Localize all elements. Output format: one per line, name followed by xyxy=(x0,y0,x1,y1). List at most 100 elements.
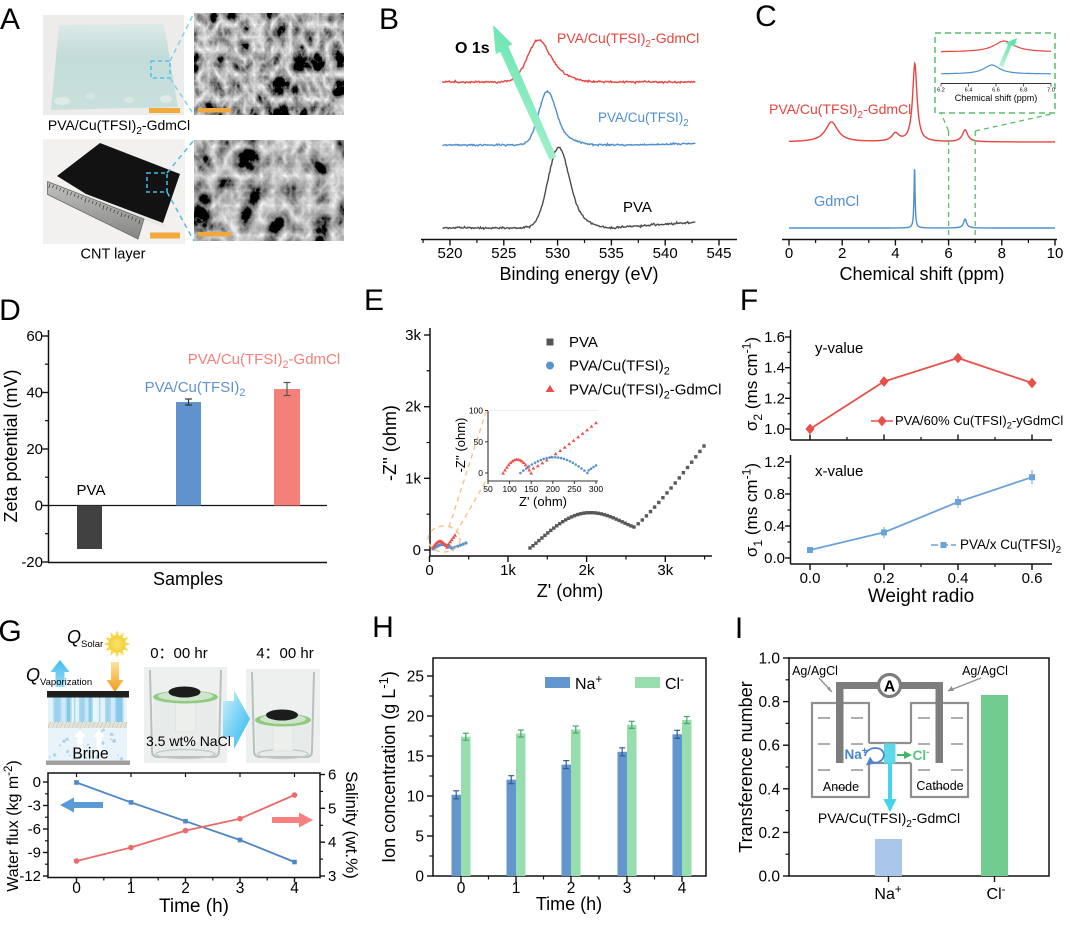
svg-text:H: H xyxy=(372,611,394,644)
svg-text:x-value: x-value xyxy=(815,463,863,480)
svg-text:0: 0 xyxy=(33,774,41,791)
svg-text:20: 20 xyxy=(26,441,43,458)
svg-text:Transference number: Transference number xyxy=(736,681,756,852)
svg-text:3: 3 xyxy=(236,880,245,897)
svg-text:Z' (ohm): Z' (ohm) xyxy=(537,581,603,601)
svg-text:200: 200 xyxy=(546,484,560,494)
svg-text:2k: 2k xyxy=(405,399,421,416)
svg-text:1.0: 1.0 xyxy=(764,421,785,438)
svg-text:-Z'' (ohm): -Z'' (ohm) xyxy=(453,418,468,473)
svg-text:-12: -12 xyxy=(19,868,41,885)
svg-text:Time (h): Time (h) xyxy=(159,896,229,917)
svg-text:Cathode: Cathode xyxy=(916,779,963,793)
svg-text:1.6: 1.6 xyxy=(764,329,785,346)
svg-text:3k: 3k xyxy=(405,327,421,344)
svg-text:PVA: PVA xyxy=(569,334,598,351)
svg-text:0: 0 xyxy=(785,245,793,262)
svg-text:PVA/Cu(TFSI)2-GdmCl: PVA/Cu(TFSI)2-GdmCl xyxy=(769,101,911,121)
svg-text:1.2: 1.2 xyxy=(764,390,785,407)
svg-text:0: 0 xyxy=(72,880,81,897)
svg-text:y-value: y-value xyxy=(815,340,863,357)
svg-text:-3: -3 xyxy=(28,798,41,815)
svg-text:Chemical shift (ppm): Chemical shift (ppm) xyxy=(955,93,1038,103)
svg-text:PVA/Cu(TFSI)2-GdmCl: PVA/Cu(TFSI)2-GdmCl xyxy=(569,382,721,402)
svg-text:PVA: PVA xyxy=(623,199,652,216)
svg-text:Ion concentration (g L-1): Ion concentration (g L-1) xyxy=(376,671,399,863)
svg-text:A: A xyxy=(884,679,896,696)
svg-text:Chemical shift (ppm): Chemical shift (ppm) xyxy=(839,264,1004,284)
svg-text:Z' (ohm): Z' (ohm) xyxy=(519,494,567,509)
svg-text:40: 40 xyxy=(26,385,43,402)
svg-text:6.8: 6.8 xyxy=(1020,88,1028,94)
svg-text:2: 2 xyxy=(181,880,190,897)
svg-text:Zeta potential (mV): Zeta potential (mV) xyxy=(1,369,21,522)
svg-text:4: 4 xyxy=(891,245,899,262)
svg-text:0.2: 0.2 xyxy=(874,570,895,587)
svg-text:PVA/Cu(TFSI)2-GdmCl: PVA/Cu(TFSI)2-GdmCl xyxy=(818,810,960,830)
svg-text:0: 0 xyxy=(425,562,433,579)
svg-text:1k: 1k xyxy=(405,470,421,487)
svg-text:1: 1 xyxy=(127,880,136,897)
svg-text:6.6: 6.6 xyxy=(992,88,1000,94)
svg-text:4: 4 xyxy=(678,880,687,897)
svg-text:0.8: 0.8 xyxy=(758,694,780,711)
svg-text:Samples: Samples xyxy=(153,569,223,589)
svg-text:3: 3 xyxy=(328,868,336,885)
svg-text:6.4: 6.4 xyxy=(965,88,973,94)
svg-text:C: C xyxy=(755,0,777,33)
svg-text:3: 3 xyxy=(623,880,632,897)
svg-text:1.2: 1.2 xyxy=(764,454,785,471)
svg-text:σ2 (ms cm-1): σ2 (ms cm-1) xyxy=(740,337,765,431)
svg-text:Time (h): Time (h) xyxy=(536,894,602,914)
svg-text:530: 530 xyxy=(545,245,570,262)
svg-text:Vaporization: Vaporization xyxy=(40,677,92,688)
svg-text:0.0: 0.0 xyxy=(800,570,821,587)
svg-text:520: 520 xyxy=(437,245,462,262)
svg-text:100: 100 xyxy=(469,406,483,416)
svg-text:2k: 2k xyxy=(579,562,595,579)
svg-text:10: 10 xyxy=(407,789,425,806)
svg-text:0.0: 0.0 xyxy=(764,550,785,567)
svg-text:PVA/x Cu(TFSI)2: PVA/x Cu(TFSI)2 xyxy=(960,537,1061,556)
svg-text:-9: -9 xyxy=(28,845,41,862)
svg-text:Salinity (wt.%): Salinity (wt.%) xyxy=(342,771,361,879)
svg-text:0: 0 xyxy=(35,498,43,515)
svg-text:PVA/Cu(TFSI)2: PVA/Cu(TFSI)2 xyxy=(569,358,670,378)
svg-text:5: 5 xyxy=(328,800,336,817)
svg-text:1.4: 1.4 xyxy=(764,360,785,377)
svg-text:4: 4 xyxy=(290,880,299,897)
svg-text:7.0: 7.0 xyxy=(1047,88,1055,94)
svg-text:Cl-: Cl- xyxy=(987,884,1006,903)
svg-text:PVA/Cu(TFSI)2: PVA/Cu(TFSI)2 xyxy=(145,379,246,399)
svg-text:Weight radio: Weight radio xyxy=(868,586,974,607)
svg-text:0.0: 0.0 xyxy=(758,869,780,886)
svg-text:PVA/Cu(TFSI)2: PVA/Cu(TFSI)2 xyxy=(598,110,689,129)
svg-text:A: A xyxy=(0,3,20,36)
svg-text:0: 0 xyxy=(415,869,424,886)
svg-text:0: 0 xyxy=(478,468,483,478)
svg-text:0：00 hr: 0：00 hr xyxy=(150,645,208,662)
svg-text:Solar: Solar xyxy=(81,639,103,650)
svg-text:50: 50 xyxy=(483,484,493,494)
svg-text:I: I xyxy=(735,612,743,645)
svg-text:Binding energy (eV): Binding energy (eV) xyxy=(499,264,658,284)
svg-text:300: 300 xyxy=(589,484,603,494)
svg-text:0.8: 0.8 xyxy=(764,486,785,503)
svg-text:3.5 wt% NaCl: 3.5 wt% NaCl xyxy=(146,733,231,749)
svg-text:15: 15 xyxy=(407,749,424,766)
svg-text:4: 4 xyxy=(328,834,336,851)
svg-text:Cl-: Cl- xyxy=(665,674,684,693)
svg-text:Water flux (kg m-2): Water flux (kg m-2) xyxy=(3,760,22,891)
svg-text:Na+: Na+ xyxy=(575,674,602,693)
svg-text:20: 20 xyxy=(407,709,425,726)
svg-text:σ1 (ms cm-1): σ1 (ms cm-1) xyxy=(740,463,765,557)
svg-text:0.6: 0.6 xyxy=(1022,570,1043,587)
svg-text:Ag/AgCl: Ag/AgCl xyxy=(962,664,1008,678)
svg-text:4：00 hr: 4：00 hr xyxy=(256,645,314,662)
svg-text:535: 535 xyxy=(599,245,624,262)
svg-text:Cl-: Cl- xyxy=(913,747,930,763)
svg-text:Q: Q xyxy=(26,665,40,685)
svg-text:6: 6 xyxy=(944,245,952,262)
svg-text:-20: -20 xyxy=(21,554,43,571)
svg-text:PVA/Cu(TFSI)2-GdmCl: PVA/Cu(TFSI)2-GdmCl xyxy=(557,30,699,50)
